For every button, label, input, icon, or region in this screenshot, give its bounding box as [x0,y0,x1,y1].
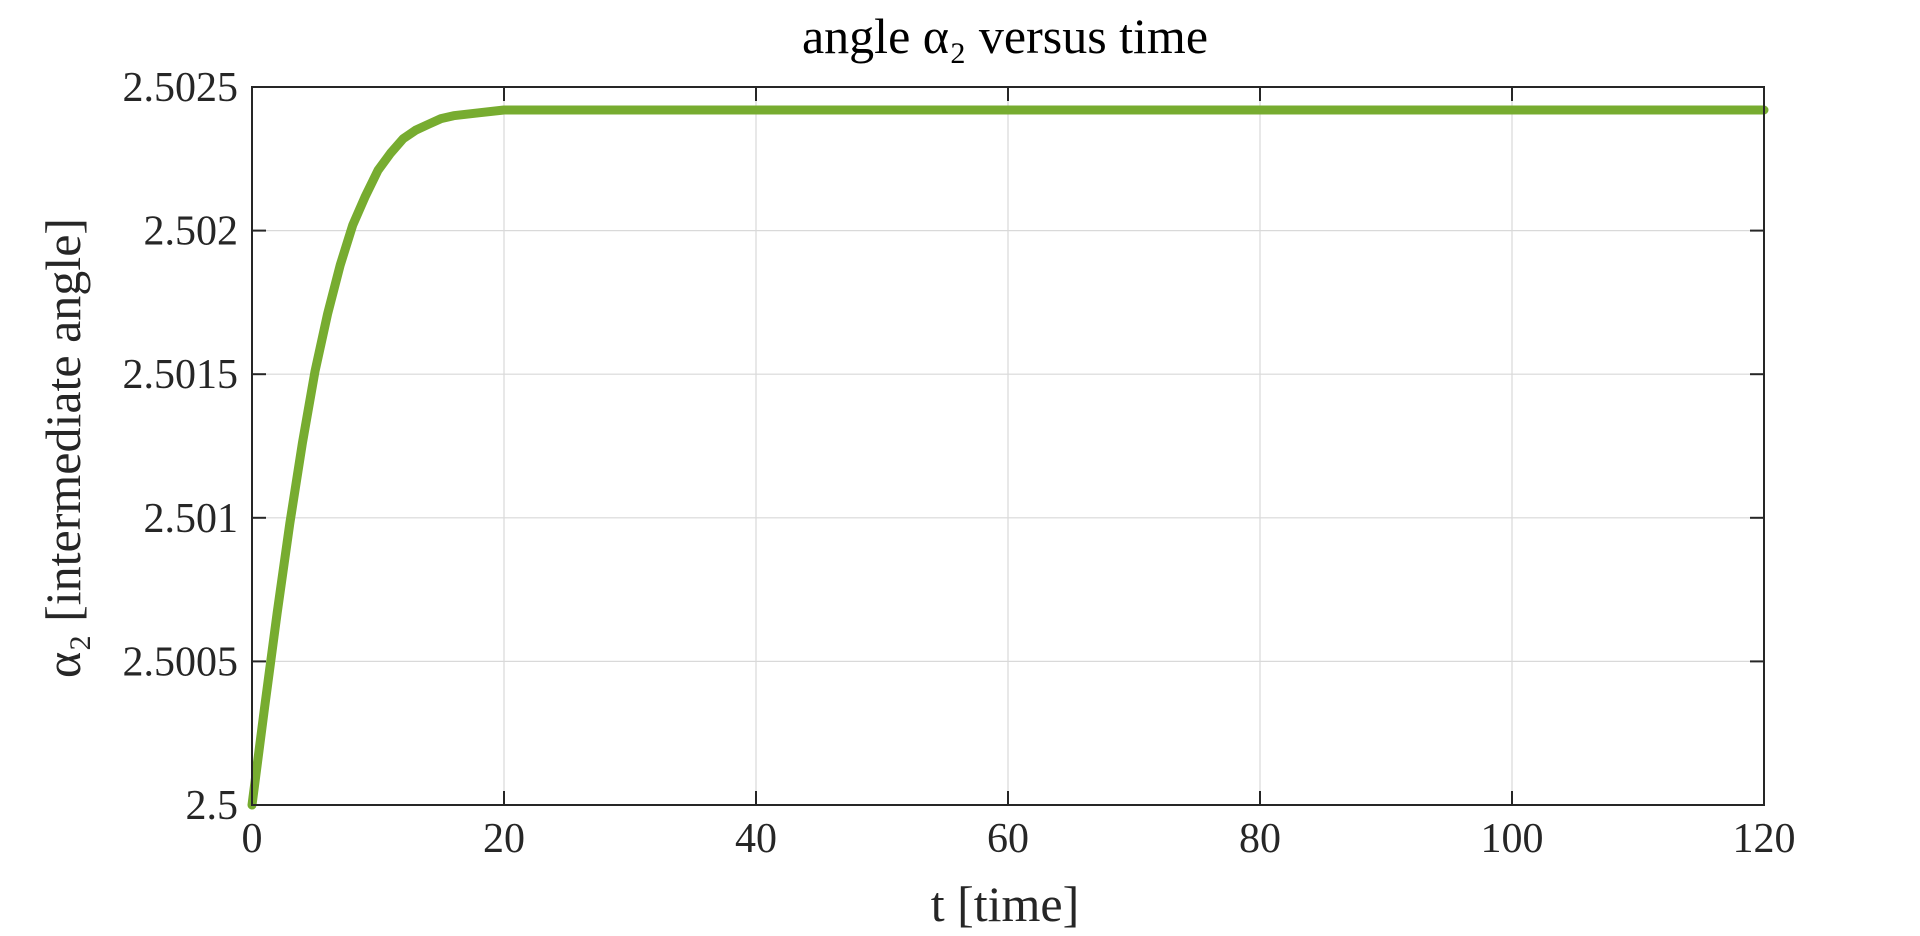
grid [252,87,1764,805]
x-tick-label: 120 [1733,816,1796,862]
x-tick-label: 80 [1239,816,1281,862]
y-tick-label: 2.5015 [123,352,239,398]
series-layer [247,105,1769,810]
x-tick-label: 20 [483,816,525,862]
y-tick-label: 2.501 [144,496,239,542]
x-tick-labels: 0 20 40 60 80 100 120 [242,816,1796,862]
x-tick-label: 60 [987,816,1029,862]
series-line [247,105,1769,810]
chart-title: angle α₂ versus time [802,8,1208,64]
y-tick-label: 2.502 [144,209,239,255]
ticks [251,86,1765,806]
x-tick-label: 100 [1481,816,1544,862]
y-tick-label: 2.5025 [123,65,239,111]
y-tick-label: 2.5 [186,783,239,829]
x-tick-label: 40 [735,816,777,862]
y-axis-label: α₂ [intermediate angle] [35,218,91,678]
x-tick-label: 0 [242,816,263,862]
y-tick-labels: 2.5 2.5005 2.501 2.5015 2.502 2.5025 [123,65,239,829]
y-tick-label: 2.5005 [123,639,239,685]
x-axis-label: t [time] [931,876,1080,932]
